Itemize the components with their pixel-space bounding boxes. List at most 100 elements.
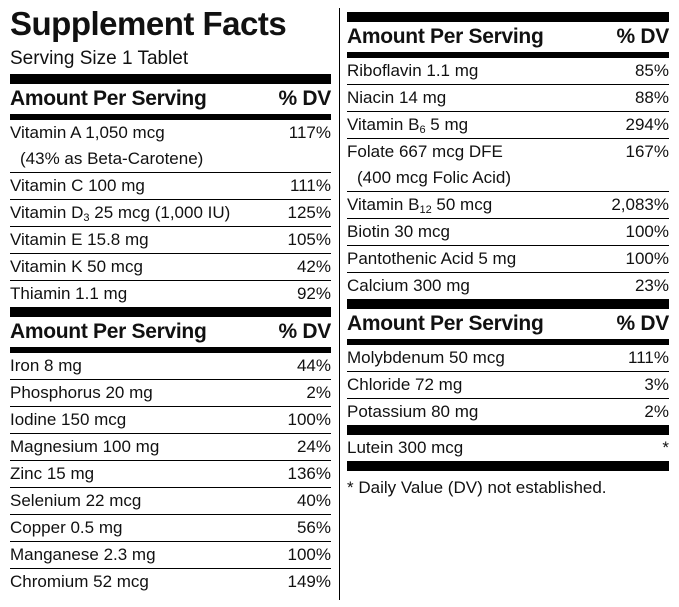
daily-value: 56% bbox=[296, 518, 331, 537]
label-text: Lutein 300 mcg bbox=[347, 438, 464, 457]
daily-value: 23% bbox=[634, 276, 669, 295]
nutrient-row: Calcium 300 mg 23% bbox=[347, 273, 669, 299]
divider bbox=[339, 8, 340, 600]
nutrient-name: Pantothenic Acid 5 mg bbox=[347, 246, 516, 272]
nutrient-name: Vitamin B6 5 mg bbox=[347, 112, 468, 138]
daily-value: 100% bbox=[287, 545, 331, 564]
nutrient-row: Lutein 300 mcg * bbox=[347, 435, 669, 461]
nutrient-label: Riboflavin 1.1 mg bbox=[347, 58, 478, 84]
daily-value: 136% bbox=[287, 464, 331, 483]
title: Supplement Facts bbox=[10, 5, 287, 42]
left-column: Supplement Facts Serving Size 1 Tablet A… bbox=[10, 0, 331, 595]
label-text: Vitamin B bbox=[347, 115, 420, 134]
nutrient-name: Magnesium 100 mg bbox=[10, 434, 159, 460]
label-text: Niacin 14 mg bbox=[347, 88, 447, 107]
nutrient-row: Niacin 14 mg 88% bbox=[347, 85, 669, 112]
nutrient-row: Magnesium 100 mg 24% bbox=[10, 434, 331, 461]
dv-header: % DV bbox=[616, 312, 670, 335]
nutrient-row: Riboflavin 1.1 mg 85% bbox=[347, 58, 669, 85]
dv-header: % DV bbox=[616, 25, 670, 48]
nutrient-label: Folate 667 mcg DFE (400 mcg Folic Acid) bbox=[347, 139, 511, 191]
nutrient-label: Molybdenum 50 mcg bbox=[347, 345, 505, 371]
daily-value: 100% bbox=[625, 249, 669, 268]
nutrient-label: Manganese 2.3 mg bbox=[10, 542, 156, 568]
daily-value: 111% bbox=[290, 176, 331, 195]
right-column: Amount Per Serving % DV Riboflavin 1.1 mg 8… bbox=[347, 12, 669, 503]
section-bar bbox=[10, 74, 331, 84]
nutrient-name: Calcium 300 mg bbox=[347, 273, 470, 299]
nutrient-row: Selenium 22 mcg 40% bbox=[10, 488, 331, 515]
nutrient-label: Niacin 14 mg bbox=[347, 85, 446, 111]
daily-value: 294% bbox=[625, 115, 669, 134]
nutrient-row: Phosphorus 20 mg 2% bbox=[10, 380, 331, 407]
daily-value: 111% bbox=[628, 348, 669, 367]
nutrient-name: Potassium 80 mg bbox=[347, 399, 478, 425]
section-bar bbox=[10, 307, 331, 317]
label-text: Molybdenum 50 mcg bbox=[347, 348, 505, 367]
daily-value: 85% bbox=[634, 61, 669, 80]
nutrient-note: (400 mcg Folic Acid) bbox=[357, 168, 511, 187]
rows: Vitamin A 1,050 mcg (43% as Beta-Carotene… bbox=[10, 120, 331, 307]
daily-value: 3% bbox=[644, 375, 669, 394]
daily-value: 24% bbox=[296, 437, 331, 456]
nutrient-row: Thiamin 1.1 mg 92% bbox=[10, 281, 331, 307]
nutrient-name: Lutein 300 mcg bbox=[347, 435, 463, 461]
nutrient-name: Vitamin A 1,050 mcg bbox=[10, 120, 203, 146]
section-header: Amount Per Serving % DV bbox=[10, 317, 331, 353]
nutrient-row: Vitamin B6 5 mg 294% bbox=[347, 112, 669, 139]
label-text: Selenium 22 mcg bbox=[10, 491, 142, 510]
nutrient-label: Biotin 30 mcg bbox=[347, 219, 450, 245]
nutrient-label: Magnesium 100 mg bbox=[10, 434, 159, 460]
nutrient-label: Pantothenic Acid 5 mg bbox=[347, 246, 516, 272]
label-text: 25 mcg (1,000 IU) bbox=[89, 203, 231, 222]
nutrient-name: Manganese 2.3 mg bbox=[10, 542, 156, 568]
label-text: Potassium 80 mg bbox=[347, 402, 479, 421]
nutrient-row: Vitamin C 100 mg 111% bbox=[10, 173, 331, 200]
label-text: Magnesium 100 mg bbox=[10, 437, 160, 456]
nutrient-name: Folate 667 mcg DFE bbox=[347, 139, 511, 165]
section-header: Amount Per Serving % DV bbox=[10, 84, 331, 120]
nutrient-row: Iodine 150 mcg 100% bbox=[10, 407, 331, 434]
nutrient-name: Chromium 52 mcg bbox=[10, 569, 149, 595]
label-text: Riboflavin 1.1 mg bbox=[347, 61, 479, 80]
section-bar bbox=[347, 299, 669, 309]
label-text: Pantothenic Acid 5 mg bbox=[347, 249, 517, 268]
daily-value: 42% bbox=[296, 257, 331, 276]
nutrient-name: Molybdenum 50 mcg bbox=[347, 345, 505, 371]
daily-value: 2% bbox=[644, 402, 669, 421]
nutrient-name: Niacin 14 mg bbox=[347, 85, 446, 111]
daily-value: 149% bbox=[287, 572, 331, 591]
daily-value: 40% bbox=[296, 491, 331, 510]
nutrient-label: Vitamin B12 50 mcg bbox=[347, 192, 492, 218]
nutrient-row: Potassium 80 mg 2% bbox=[347, 399, 669, 425]
label-text: Vitamin A 1,050 mcg bbox=[10, 123, 165, 142]
daily-value: 167% bbox=[625, 142, 669, 161]
label-text: Vitamin E 15.8 mg bbox=[10, 230, 149, 249]
label-text: Folate 667 mcg DFE bbox=[347, 142, 503, 161]
amount-header: Amount Per Serving bbox=[347, 312, 544, 335]
nutrient-label: Iodine 150 mcg bbox=[10, 407, 126, 433]
label-text: Thiamin 1.1 mg bbox=[10, 284, 128, 303]
nutrient-row: Vitamin B12 50 mcg 2,083% bbox=[347, 192, 669, 219]
daily-value: 125% bbox=[287, 203, 331, 222]
nutrient-name: Iron 8 mg bbox=[10, 353, 82, 379]
nutrient-name: Thiamin 1.1 mg bbox=[10, 281, 127, 307]
label-text: Vitamin B bbox=[347, 195, 420, 214]
subscript: 6 bbox=[419, 124, 426, 136]
label-text: 5 mg bbox=[425, 115, 469, 134]
nutrient-name: Vitamin B12 50 mcg bbox=[347, 192, 492, 218]
daily-value: 100% bbox=[625, 222, 669, 241]
nutrient-name: Selenium 22 mcg bbox=[10, 488, 141, 514]
section-header: Amount Per Serving % DV bbox=[347, 22, 669, 58]
nutrient-name: Riboflavin 1.1 mg bbox=[347, 58, 478, 84]
label-text: Iodine 150 mcg bbox=[10, 410, 127, 429]
section-bar bbox=[347, 12, 669, 22]
nutrient-row: Vitamin A 1,050 mcg (43% as Beta-Carotene… bbox=[10, 120, 331, 173]
nutrient-name: Copper 0.5 mg bbox=[10, 515, 122, 541]
rows: Molybdenum 50 mcg 111% Chloride 72 mg 3% Pot… bbox=[347, 345, 669, 425]
label-text: Biotin 30 mcg bbox=[347, 222, 450, 241]
daily-value: 117% bbox=[288, 123, 331, 142]
daily-value: * bbox=[662, 438, 669, 457]
nutrient-name: Phosphorus 20 mg bbox=[10, 380, 153, 406]
